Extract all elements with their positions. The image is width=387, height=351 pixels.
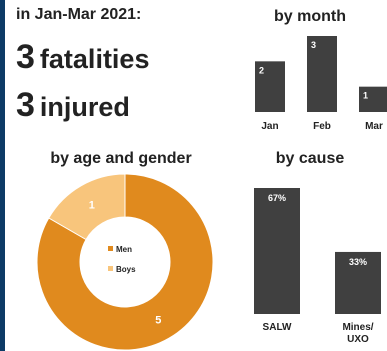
month-bar-label-jan: 2 [259,65,264,75]
month-bar-jan [255,61,285,112]
cause-bar-label-salw: 67% [268,193,286,203]
legend-label-men: Men [116,245,132,254]
month-bar-mar [359,86,387,112]
period-label: in Jan-Mar 2021: [16,6,142,23]
cause-bar-label-mines-uxo: 33% [349,257,367,267]
cause-tick-mines-uxo-0: Mines/ [342,322,373,333]
month-bar-feb [307,36,337,112]
age-gender-chart-title: by age and gender [50,150,192,167]
legend-swatch-men [108,246,113,251]
left-accent-rule [0,0,5,351]
cause-bar-mines-uxo [335,251,381,314]
legend-swatch-boys [108,266,113,271]
month-bar-label-feb: 3 [311,40,316,50]
donut-label-boys: 1 [89,199,95,211]
month-tick-jan: Jan [261,121,278,132]
donut-slice-men [36,173,214,351]
month-tick-feb: Feb [313,121,331,132]
donut-label-men: 5 [155,315,161,327]
cause-chart-title: by cause [275,150,345,167]
month-bar-label-mar: 1 [363,91,368,101]
cause-tick-mines-uxo-1: UXO [347,334,369,345]
injured-count: 3 [16,86,35,124]
fatalities-count: 3 [16,38,35,76]
month-tick-mar: Mar [365,121,383,132]
cause-tick-salw: SALW [263,322,292,333]
cause-bar-salw [254,188,300,314]
fatalities-label: fatalities [39,44,150,74]
month-chart-title: by month [274,8,346,25]
injured-label: injured [39,92,130,122]
injured-stat: 3 injured [16,86,130,125]
legend-label-boys: Boys [116,265,136,274]
fatalities-stat: 3 fatalities [16,38,149,77]
donut-slice-boys [48,173,126,241]
